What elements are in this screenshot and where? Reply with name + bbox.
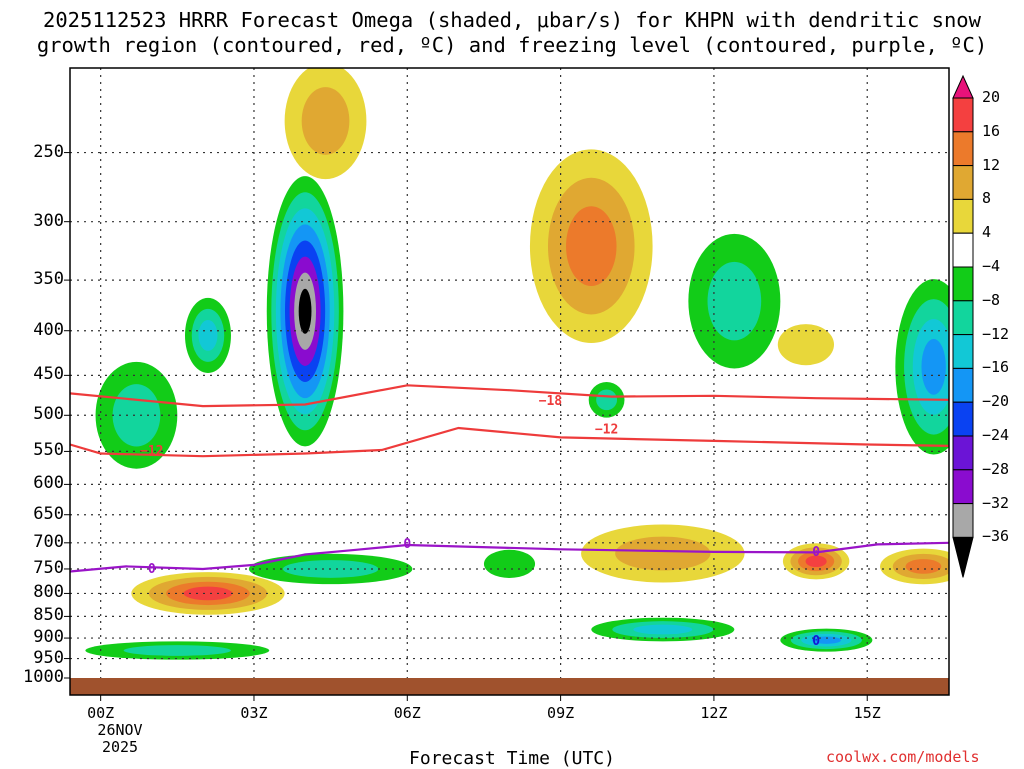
contour-label: −18 [539, 394, 563, 409]
y-tick-label: 400 [33, 319, 64, 340]
colorbar-segment [952, 401, 974, 437]
y-tick-label: 950 [33, 647, 64, 668]
y-tick-label: 450 [33, 364, 64, 385]
date-label-year: 2025 [101, 738, 139, 756]
omega-shade-region [198, 319, 218, 351]
y-tick-label: 700 [33, 531, 64, 552]
colorbar-segment [952, 367, 974, 403]
colorbar-segment [952, 266, 974, 302]
plot-area: −18 −12 −12 0 0 0 0 [70, 68, 949, 678]
x-tick-label: 00Z [87, 704, 115, 722]
colorbar-label: −4 [982, 257, 1001, 275]
omega-shade-region [905, 559, 942, 574]
omega-shade-region [301, 87, 350, 155]
colorbar-segment [952, 97, 974, 133]
y-tick-label: 750 [33, 557, 64, 578]
colorbar-label: 4 [982, 223, 992, 242]
chart-title-line-1: 2025112523 HRRR Forecast Omega (shaded, … [43, 8, 981, 32]
colorbar-segment [952, 300, 974, 336]
contour-label: 0 [403, 537, 411, 552]
ground-bar [70, 678, 949, 695]
y-tick-label: 300 [33, 210, 64, 231]
colorbar-label: −36 [982, 527, 1010, 546]
x-axis-title: Forecast Time (UTC) [409, 748, 615, 769]
y-tick-label: 800 [33, 582, 64, 603]
y-tick-label: 250 [33, 141, 64, 162]
omega-shade-region [633, 624, 693, 635]
colorbar-label: 8 [982, 189, 992, 208]
colorbar-label: −24 [982, 426, 1010, 444]
colorbar-arrow-bottom [952, 536, 974, 578]
colorbar-arrow-top [952, 74, 974, 99]
colorbar-label: −8 [982, 290, 1001, 309]
y-tick-label: 650 [33, 503, 64, 524]
y-tick-label: 850 [33, 605, 64, 626]
contour-line [70, 384, 949, 408]
omega-shade-region [596, 389, 618, 411]
colorbar-label: −12 [982, 324, 1010, 343]
colorbar-label: −20 [982, 392, 1010, 411]
omega-shade-region [183, 586, 233, 601]
colorbar-segment [952, 435, 974, 471]
contour-line [70, 541, 949, 573]
y-tick-label: 900 [33, 627, 64, 648]
contour-label: 0 [812, 634, 820, 649]
x-tick-label: 12Z [700, 704, 728, 722]
colorbar-segment [952, 232, 974, 268]
omega-shade-region [298, 288, 312, 334]
contour-label: 0 [812, 545, 820, 560]
omega-shade-region [615, 536, 711, 571]
x-tick-label: 03Z [240, 704, 268, 722]
y-tick-label: 350 [33, 269, 64, 290]
contour-label: −12 [595, 423, 618, 438]
x-tick-label: 15Z [853, 704, 881, 722]
colorbar-segment [952, 469, 974, 505]
colorbar-segment [952, 503, 974, 538]
omega-shade-region [123, 645, 231, 656]
colorbar-segment [952, 165, 974, 200]
colorbar-label: 20 [982, 88, 1001, 106]
site-credit: coolwx.com/models [826, 748, 980, 766]
x-tick-label: 09Z [547, 704, 575, 722]
omega-shade-region [805, 555, 827, 568]
plot-frame [69, 67, 950, 696]
date-label-day: 26NOV [97, 721, 143, 739]
y-tick-label: 500 [33, 404, 64, 425]
y-tick-label: 1000 [23, 667, 64, 687]
chart-title-line-2: growth region (contoured, red, ºC) and f… [36, 33, 988, 57]
colorbar-label: 12 [982, 155, 1001, 174]
colorbar-segment [952, 131, 974, 167]
colorbar-segment [952, 198, 974, 234]
x-tick-label: 06Z [393, 704, 421, 722]
y-tick-label: 600 [33, 473, 64, 494]
omega-shade-region [777, 324, 835, 366]
contour-line [70, 426, 949, 458]
colorbar-label: −28 [982, 459, 1010, 478]
contour-label: −12 [140, 444, 163, 459]
colorbar-label: 16 [982, 121, 1001, 140]
omega-shade-region [483, 549, 536, 578]
colorbar-segment [952, 334, 974, 369]
colorbar-label: −16 [982, 358, 1010, 377]
y-tick-label: 550 [33, 440, 64, 461]
omega-shade-region [707, 261, 762, 341]
omega-shade-region [921, 338, 946, 395]
omega-shade-region [566, 206, 617, 286]
colorbar-label: −32 [982, 493, 1010, 512]
contour-label: 0 [148, 562, 156, 577]
